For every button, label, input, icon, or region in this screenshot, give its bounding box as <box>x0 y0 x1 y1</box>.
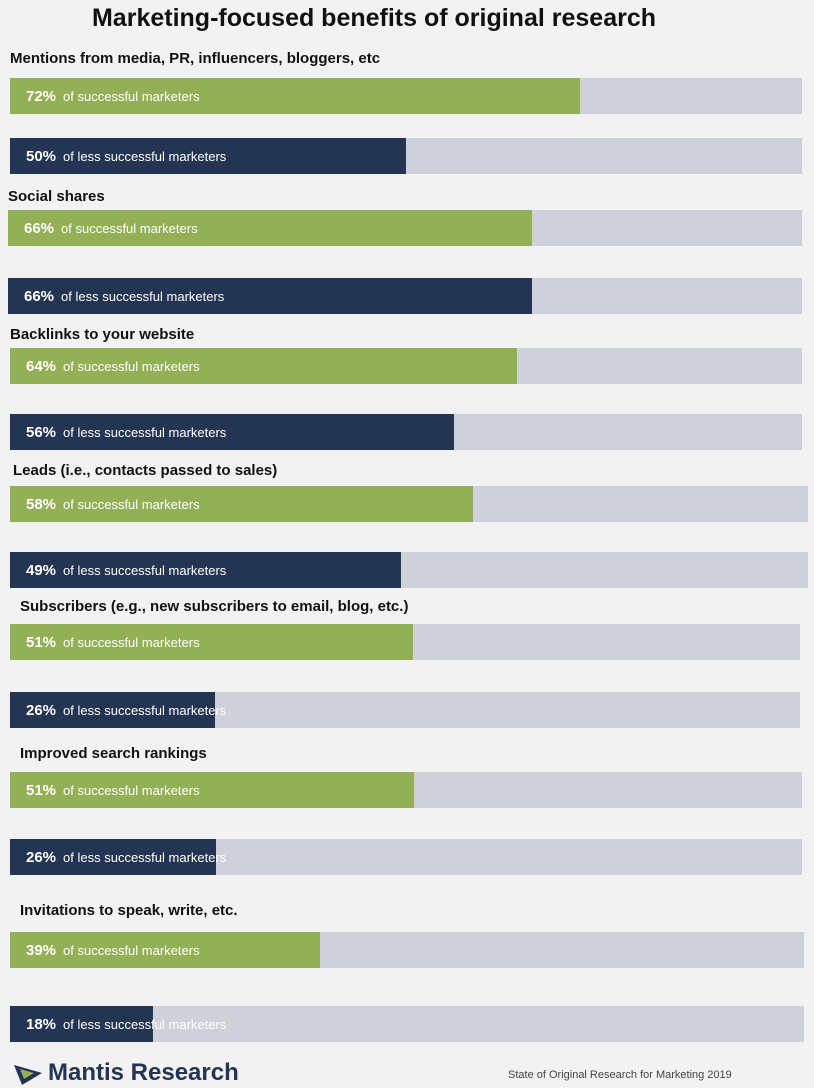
bar-data-label: 51% of successful marketers <box>10 772 200 808</box>
bar-less-successful <box>10 138 406 174</box>
bar-percent-label: 51% <box>26 781 57 799</box>
bar-description-label: of less successful marketers <box>63 849 227 865</box>
bar-track: 56% of less successful marketers <box>10 414 802 450</box>
bar-data-label: 66% of successful marketers <box>8 210 198 246</box>
bar-less-successful <box>10 1006 153 1042</box>
bar-track: 66% of successful marketers <box>8 210 802 246</box>
bar-track: 26% of less successful marketers <box>10 692 800 728</box>
bar-track: 51% of successful marketers <box>10 772 802 808</box>
bar-description-label: of successful marketers <box>63 634 200 650</box>
bar-track: 39% of successful marketers <box>10 932 804 968</box>
bar-percent-label: 66% <box>24 287 55 305</box>
bar-percent-label: 18% <box>26 1015 57 1033</box>
bar-description-label: of successful marketers <box>61 220 198 236</box>
bar-successful <box>10 486 473 522</box>
mantis-logo-icon <box>14 1065 42 1085</box>
bar-track: 51% of successful marketers <box>10 624 800 660</box>
bar-data-label: 56% of less successful marketers <box>10 414 226 450</box>
bar-data-label: 18% of less successful marketers <box>10 1006 226 1042</box>
bar-track: 64% of successful marketers <box>10 348 802 384</box>
bar-track: 18% of less successful marketers <box>10 1006 804 1042</box>
bar-description-label: of less successful marketers <box>63 702 227 718</box>
bar-percent-label: 49% <box>26 561 57 579</box>
category-label: Backlinks to your website <box>10 326 195 343</box>
category-label: Subscribers (e.g., new subscribers to em… <box>20 598 409 615</box>
bar-data-label: 39% of successful marketers <box>10 932 200 968</box>
bar-data-label: 66% of less successful marketers <box>8 278 224 314</box>
bar-less-successful <box>10 414 454 450</box>
bar-track: 50% of less successful marketers <box>10 138 802 174</box>
bar-percent-label: 51% <box>26 633 57 651</box>
bar-percent-label: 26% <box>26 701 57 719</box>
bar-successful <box>10 78 581 114</box>
bar-percent-label: 56% <box>26 423 57 441</box>
bar-less-successful <box>10 692 216 728</box>
chart-title: Marketing-focused benefits of original r… <box>91 4 656 32</box>
bar-successful <box>10 932 320 968</box>
bar-percent-label: 58% <box>26 495 57 513</box>
bar-track: 72% of successful marketers <box>10 78 802 114</box>
bar-description-label: of less successful marketers <box>63 148 227 164</box>
category-label: Improved search rankings <box>20 745 207 762</box>
category-label: Social shares <box>8 188 105 205</box>
bar-percent-label: 26% <box>26 848 57 866</box>
bar-percent-label: 72% <box>26 87 57 105</box>
bar-data-label: 26% of less successful marketers <box>10 839 226 875</box>
bar-percent-label: 66% <box>24 219 55 237</box>
bar-description-label: of successful marketers <box>63 942 200 958</box>
bar-track: 58% of successful marketers <box>10 486 808 522</box>
bar-less-successful <box>10 839 216 875</box>
logo-text: Mantis Research <box>48 1059 239 1086</box>
bar-data-label: 58% of successful marketers <box>10 486 200 522</box>
bar-percent-label: 50% <box>26 147 57 165</box>
bar-description-label: of successful marketers <box>63 496 200 512</box>
category-label: Leads (i.e., contacts passed to sales) <box>13 462 278 479</box>
bar-successful <box>10 772 414 808</box>
category-label: Mentions from media, PR, influencers, bl… <box>10 50 381 67</box>
bar-data-label: 49% of less successful marketers <box>10 552 226 588</box>
bar-data-label: 64% of successful marketers <box>10 348 200 384</box>
bar-track: 26% of less successful marketers <box>10 839 802 875</box>
bar-percent-label: 64% <box>26 357 57 375</box>
bar-track: 66% of less successful marketers <box>8 278 802 314</box>
bar-description-label: of less successful marketers <box>61 288 225 304</box>
bar-description-label: of successful marketers <box>63 782 200 798</box>
category-label: Invitations to speak, write, etc. <box>20 902 238 919</box>
bar-less-successful <box>8 278 533 314</box>
bar-data-label: 51% of successful marketers <box>10 624 200 660</box>
bar-description-label: of successful marketers <box>63 358 200 374</box>
bar-data-label: 26% of less successful marketers <box>10 692 226 728</box>
bar-successful <box>10 348 517 384</box>
bar-track: 49% of less successful marketers <box>10 552 808 588</box>
bar-description-label: of successful marketers <box>63 88 200 104</box>
bar-successful <box>10 624 413 660</box>
bar-successful <box>8 210 533 246</box>
bar-percent-label: 39% <box>26 941 57 959</box>
bar-data-label: 72% of successful marketers <box>10 78 200 114</box>
source-note: State of Original Research for Marketing… <box>508 1069 732 1081</box>
bar-less-successful <box>10 552 402 588</box>
bar-description-label: of less successful marketers <box>63 424 227 440</box>
bar-description-label: of less successful marketers <box>63 1016 227 1032</box>
bar-data-label: 50% of less successful marketers <box>10 138 226 174</box>
mantis-research-logo: Mantis Research <box>12 1058 239 1088</box>
bar-description-label: of less successful marketers <box>63 562 227 578</box>
